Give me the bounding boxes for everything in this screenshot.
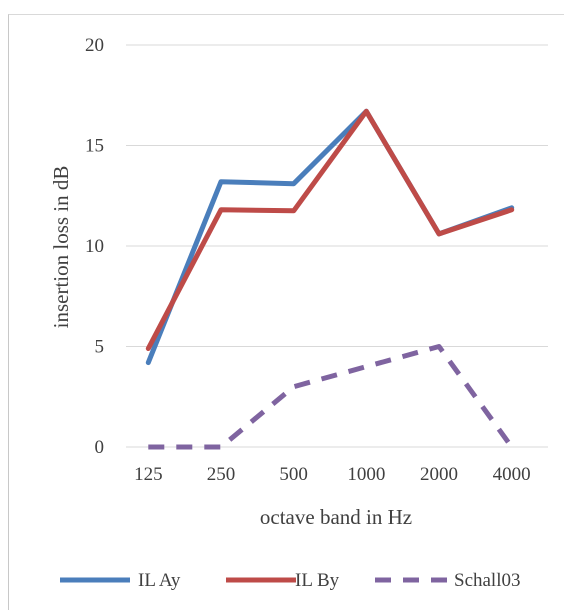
x-tick-label: 2000 [420, 464, 458, 485]
y-tick-label: 10 [85, 236, 104, 257]
series-line-il-by [145, 108, 515, 351]
x-tick-label: 125 [134, 464, 163, 485]
y-tick-label: 5 [95, 337, 105, 358]
x-axis-title: octave band in Hz [260, 505, 412, 529]
y-tick-label: 0 [95, 437, 105, 458]
y-axis-title: insertion loss in dB [49, 166, 73, 329]
x-tick-label: 1000 [347, 464, 385, 485]
legend-label: Schall03 [454, 570, 521, 591]
legend: IL Ay IL By Schall03 [60, 570, 521, 591]
x-tick-label: 500 [279, 464, 308, 485]
chart-frame [8, 14, 564, 610]
y-tick-label: 15 [85, 136, 104, 157]
y-tick-label: 20 [85, 35, 104, 56]
y-axis-ticks: 0 5 10 15 20 [85, 35, 104, 458]
gridlines [126, 44, 548, 448]
x-tick-label: 4000 [493, 464, 531, 485]
series-lines [145, 108, 515, 450]
series-line-il-ay [145, 108, 515, 366]
legend-label: IL Ay [138, 570, 181, 591]
legend-label: IL By [295, 570, 340, 591]
x-axis-ticks: 125 250 500 1000 2000 4000 [134, 464, 531, 485]
series-line-schall03 [148, 344, 514, 450]
x-tick-label: 250 [207, 464, 236, 485]
